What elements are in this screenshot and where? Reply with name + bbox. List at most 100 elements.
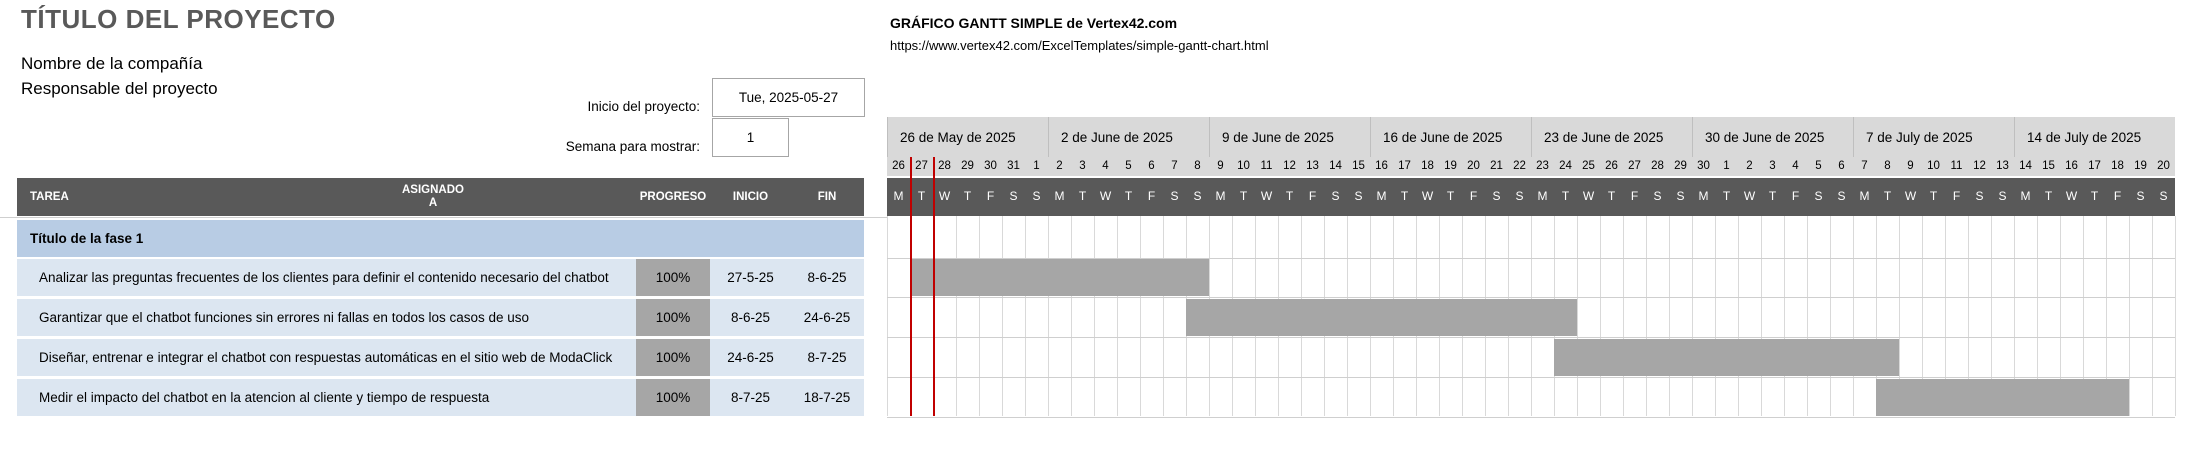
day-number: 3 xyxy=(1079,160,1086,172)
day-gridline xyxy=(1117,216,1118,416)
day-number: 9 xyxy=(1907,160,1914,172)
row-separator xyxy=(887,297,2175,298)
project-start-input[interactable]: Tue, 2025-05-27 xyxy=(712,78,865,117)
task-start-date[interactable]: 8-7-25 xyxy=(730,390,771,405)
day-gridline xyxy=(2037,216,2038,416)
task-start-date[interactable]: 8-6-25 xyxy=(730,310,771,325)
day-gridline xyxy=(1761,216,1762,416)
day-gridline xyxy=(1991,216,1992,416)
phase-row[interactable] xyxy=(17,220,864,257)
task-bar[interactable] xyxy=(910,259,1209,296)
day-number: 17 xyxy=(1398,160,1411,172)
day-number: 3 xyxy=(1769,160,1776,172)
day-letter: T xyxy=(1400,189,1409,203)
day-number: 14 xyxy=(2019,160,2032,172)
week-header: 9 de June de 2025 xyxy=(1209,117,1370,157)
task-progress[interactable]: 100% xyxy=(636,379,710,416)
day-number: 2 xyxy=(1056,160,1063,172)
day-number: 12 xyxy=(1973,160,1986,172)
day-number: 9 xyxy=(1217,160,1224,172)
day-gridline xyxy=(1807,216,1808,416)
day-gridline xyxy=(1669,216,1670,416)
day-letter: M xyxy=(1698,189,1709,203)
day-number: 13 xyxy=(1996,160,2009,172)
day-gridline xyxy=(2083,216,2084,416)
header-assigned: ASIGNADO A xyxy=(402,184,464,209)
day-letter: F xyxy=(1469,189,1478,203)
week-header: 7 de July de 2025 xyxy=(1853,117,2014,157)
day-gridline xyxy=(2106,216,2107,416)
day-number: 31 xyxy=(1007,160,1020,172)
day-gridline xyxy=(1945,216,1946,416)
task-progress[interactable]: 100% xyxy=(636,339,710,376)
day-letter: F xyxy=(1147,189,1156,203)
day-number: 25 xyxy=(1582,160,1595,172)
task-end-date[interactable]: 24-6-25 xyxy=(803,310,851,325)
task-end-date[interactable]: 8-7-25 xyxy=(807,350,847,365)
task-end-date[interactable]: 8-6-25 xyxy=(807,270,847,285)
day-number: 7 xyxy=(1171,160,1178,172)
week-header: 30 de June de 2025 xyxy=(1692,117,1853,157)
row-separator xyxy=(887,377,2175,378)
day-number: 2 xyxy=(1746,160,1753,172)
week-header: 23 de June de 2025 xyxy=(1531,117,1692,157)
day-letter: F xyxy=(986,189,995,203)
task-row[interactable] xyxy=(17,299,864,336)
day-letter: S xyxy=(1032,189,1041,203)
task-row[interactable] xyxy=(17,379,864,416)
row-separator xyxy=(887,337,2175,338)
day-letter: T xyxy=(963,189,972,203)
day-gridline xyxy=(1071,216,1072,416)
header-task: TAREA xyxy=(30,191,69,203)
project-start-label: Inicio del proyecto: xyxy=(587,99,700,114)
task-row[interactable] xyxy=(17,339,864,376)
header-end: FIN xyxy=(817,191,837,203)
day-letter: W xyxy=(1421,189,1434,203)
header-progress: PROGRESO xyxy=(639,191,707,203)
task-bar[interactable] xyxy=(1876,379,2129,416)
day-letter: S xyxy=(1837,189,1846,203)
day-number: 18 xyxy=(1421,160,1434,172)
day-letter: T xyxy=(1446,189,1455,203)
day-gridline xyxy=(979,216,980,416)
day-letter: T xyxy=(917,189,926,203)
table-header xyxy=(17,178,864,216)
task-progress[interactable]: 100% xyxy=(636,299,710,336)
task-end-date[interactable]: 18-7-25 xyxy=(803,390,851,405)
day-gridline xyxy=(2152,216,2153,416)
task-bar[interactable] xyxy=(1554,339,1899,376)
day-letter: T xyxy=(1722,189,1731,203)
day-letter: T xyxy=(1124,189,1133,203)
day-letter: S xyxy=(1515,189,1524,203)
week-to-show-input[interactable]: 1 xyxy=(712,118,789,157)
day-letter: S xyxy=(1653,189,1662,203)
day-number: 13 xyxy=(1306,160,1319,172)
day-number: 10 xyxy=(1927,160,1940,172)
day-number: 22 xyxy=(1513,160,1526,172)
day-gridline xyxy=(1140,216,1141,416)
day-gridline xyxy=(1577,216,1578,416)
day-letter: F xyxy=(1630,189,1639,203)
day-number: 15 xyxy=(2042,160,2055,172)
day-number: 20 xyxy=(2157,160,2170,172)
template-link[interactable]: https://www.vertex42.com/ExcelTemplates/… xyxy=(890,38,1269,53)
day-number: 16 xyxy=(2065,160,2078,172)
task-progress[interactable]: 100% xyxy=(636,259,710,296)
task-start-date[interactable]: 24-6-25 xyxy=(727,350,774,365)
row-separator xyxy=(887,258,2175,259)
day-letter: F xyxy=(1308,189,1317,203)
day-letter: S xyxy=(1676,189,1685,203)
day-number: 18 xyxy=(2111,160,2124,172)
day-number: 24 xyxy=(1559,160,1572,172)
day-number: 11 xyxy=(1260,160,1273,172)
task-bar[interactable] xyxy=(1186,299,1577,336)
day-letter: F xyxy=(2113,189,2122,203)
task-start-date[interactable]: 27-5-25 xyxy=(727,270,774,285)
task-row[interactable] xyxy=(17,259,864,296)
day-number: 29 xyxy=(961,160,974,172)
day-gridline xyxy=(2129,216,2130,416)
day-number: 5 xyxy=(1125,160,1132,172)
day-letter: F xyxy=(1952,189,1961,203)
day-number: 11 xyxy=(1950,160,1963,172)
day-number: 6 xyxy=(1838,160,1845,172)
